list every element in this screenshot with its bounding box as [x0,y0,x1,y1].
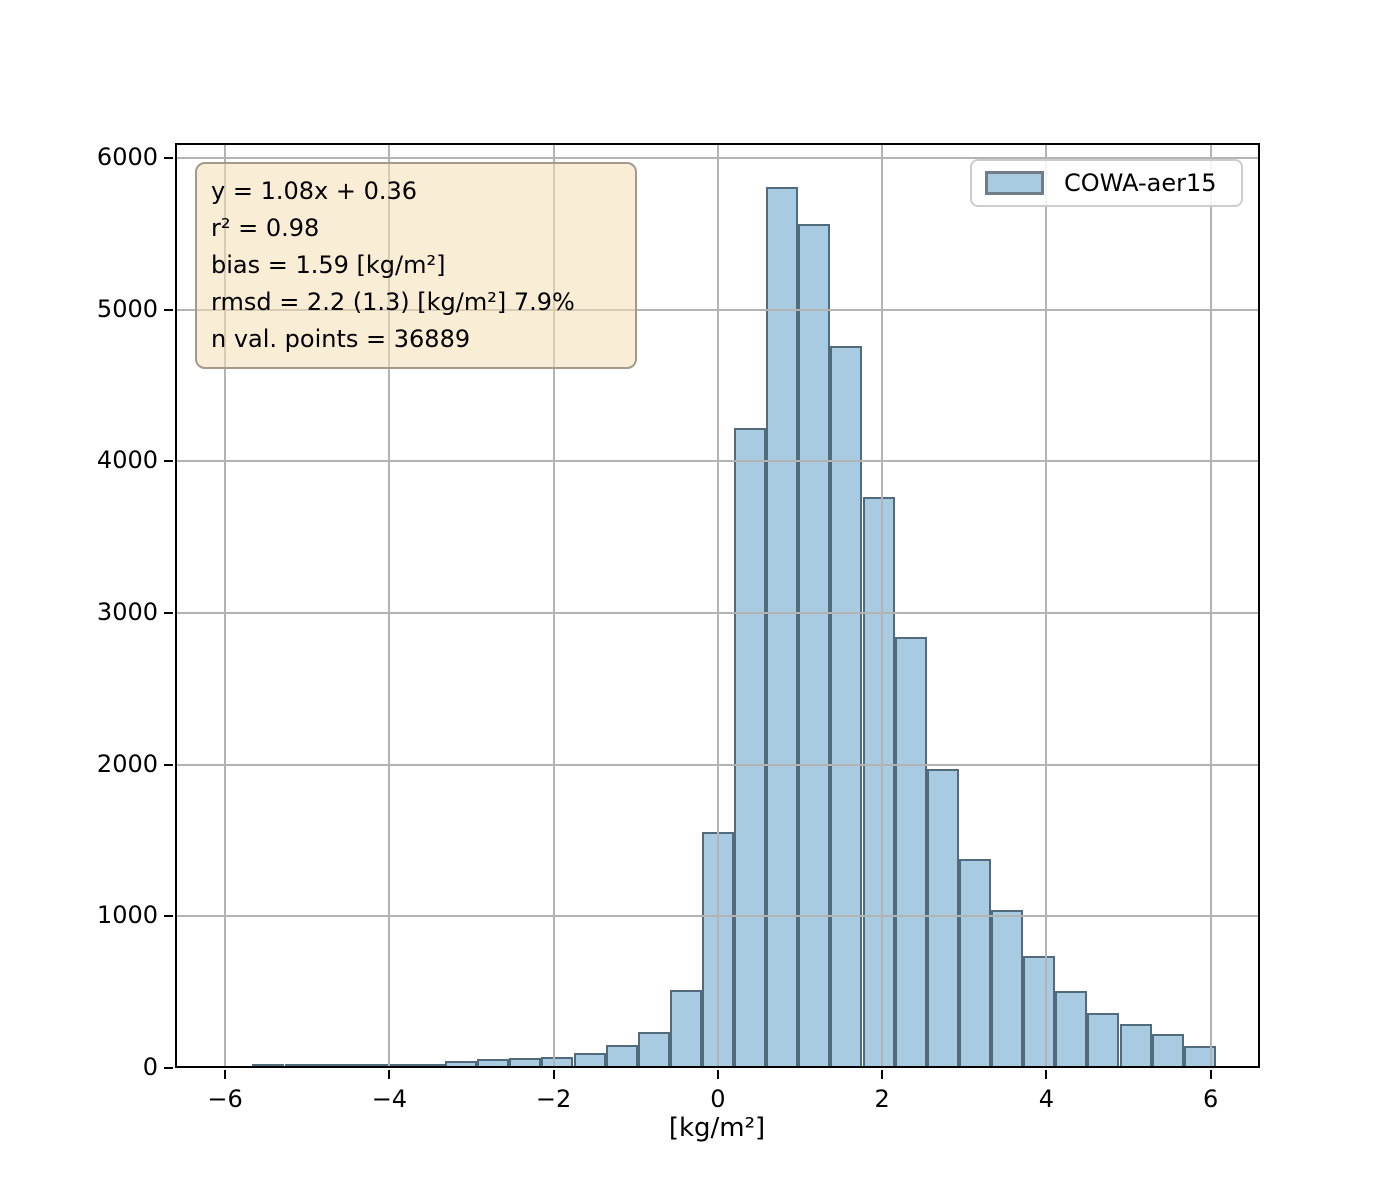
histogram-bar [637,1032,670,1068]
x-tick-label: 0 [710,1085,726,1113]
y-gridline [175,915,1260,918]
histogram-bar [958,858,991,1068]
histogram-bar [477,1059,510,1068]
x-tick [1209,1070,1212,1079]
histogram-bar [766,187,799,1068]
x-tick-label: −6 [207,1085,243,1113]
y-tick-label: 6000 [96,143,158,172]
x-tick [224,1070,227,1079]
stats-line-bias: bias = 1.59 [kg/m²] [211,251,446,279]
x-gridline [1045,143,1048,1068]
histogram-bar [509,1058,542,1068]
histogram-bar [252,1064,285,1068]
y-tick-label: 2000 [96,749,158,778]
y-gridline [175,612,1260,615]
histogram-bar [669,989,702,1068]
y-tick-label: 4000 [96,446,158,475]
x-tick-label: 4 [1038,1085,1055,1113]
histogram-bar [798,224,831,1068]
histogram-bar [830,346,863,1068]
x-gridline [716,143,719,1068]
histogram-bar [894,637,927,1068]
y-tick-label: 0 [142,1053,158,1081]
y-gridline [175,763,1260,766]
histogram-bar [573,1053,606,1068]
y-tick [164,915,173,918]
stats-annotation-box: y = 1.08x + 0.36 r² = 0.98 bias = 1.59 [… [195,162,637,369]
y-tick-label: 1000 [96,901,158,930]
histogram-bar [284,1064,317,1068]
histogram-bar [734,427,767,1068]
x-gridline [1209,143,1212,1068]
legend-label: COWA-aer15 [1064,169,1217,197]
histogram-bar [926,768,959,1068]
x-tick-label: −2 [535,1085,572,1113]
histogram-bar [316,1064,349,1068]
x-tick-label: 6 [1203,1085,1219,1113]
histogram-bar [1023,955,1056,1068]
x-tick [1045,1070,1048,1079]
y-tick-label: 3000 [96,598,158,627]
x-tick [552,1070,555,1079]
x-tick [716,1070,719,1079]
plot-area: y = 1.08x + 0.36 r² = 0.98 bias = 1.59 [… [175,143,1260,1068]
legend: COWA-aer15 [970,159,1243,207]
stats-line-equation: y = 1.08x + 0.36 [211,177,418,205]
histogram-bar [541,1057,574,1068]
x-tick [388,1070,391,1079]
y-tick [164,612,173,615]
x-tick [881,1070,884,1079]
histogram-bar [1119,1023,1152,1068]
y-gridline [175,460,1260,463]
x-gridline [552,143,555,1068]
y-tick-label: 5000 [96,294,158,323]
x-tick-label: 2 [874,1085,890,1113]
y-tick [164,460,173,463]
histogram-bar [862,497,895,1068]
y-tick [164,763,173,766]
x-gridline [388,143,391,1068]
histogram-bar [605,1045,638,1068]
stats-line-rmsd: rmsd = 2.2 (1.3) [kg/m²] 7.9% [211,288,575,316]
histogram-bar [1087,1013,1120,1068]
x-gridline [224,143,227,1068]
y-gridline [175,308,1260,311]
y-tick [164,1067,173,1069]
histogram-bar [348,1064,381,1068]
histogram-bar [1055,990,1088,1068]
y-tick [164,308,173,311]
histogram-bar [1151,1033,1184,1068]
y-tick [164,157,173,160]
x-gridline [881,143,884,1068]
stats-line-r2: r² = 0.98 [211,214,320,242]
legend-swatch-icon [985,171,1044,195]
histogram-bar [991,910,1024,1068]
x-axis-label: [kg/m²] [668,1113,766,1143]
x-tick-label: −4 [371,1085,408,1113]
stats-line-npoints: n val. points = 36889 [211,325,471,353]
histogram-bar [380,1064,413,1068]
y-gridline [175,157,1260,160]
histogram-bar [412,1064,445,1068]
histogram-bar [445,1061,478,1068]
